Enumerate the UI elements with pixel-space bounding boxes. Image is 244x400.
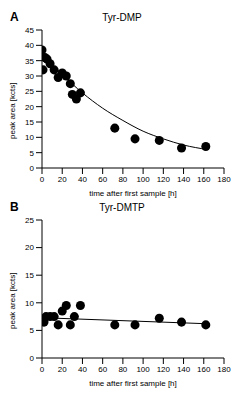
html-text:Tyr-DMP: Tyr-DMP <box>102 12 142 23</box>
svg-text:5: 5 <box>30 149 35 158</box>
svg-text:100: 100 <box>136 175 150 184</box>
svg-text:40: 40 <box>25 41 34 50</box>
svg-text:0: 0 <box>40 365 45 374</box>
svg-text:20: 20 <box>25 243 34 252</box>
svg-text:160: 160 <box>197 175 211 184</box>
svg-text:10: 10 <box>25 133 34 142</box>
svg-text:30: 30 <box>25 72 34 81</box>
html-text:Tyr-DMTP: Tyr-DMTP <box>99 202 145 213</box>
svg-text:60: 60 <box>98 365 107 374</box>
svg-text:5: 5 <box>30 326 35 335</box>
svg-text:peak area [kcts]: peak area [kcts] <box>8 83 17 139</box>
svg-text:0: 0 <box>30 164 35 173</box>
svg-text:80: 80 <box>118 175 127 184</box>
svg-text:20: 20 <box>58 365 67 374</box>
svg-text:160: 160 <box>197 365 211 374</box>
svg-text:25: 25 <box>25 216 34 225</box>
svg-text:peak area [kcts]: peak area [kcts] <box>8 273 17 329</box>
svg-text:0: 0 <box>40 175 45 184</box>
svg-text:40: 40 <box>78 365 87 374</box>
svg-text:80: 80 <box>118 365 127 374</box>
svg-text:20: 20 <box>25 103 34 112</box>
svg-text:140: 140 <box>177 175 191 184</box>
svg-text:0: 0 <box>30 354 35 363</box>
svg-text:60: 60 <box>98 175 107 184</box>
svg-text:time after first sample [h]: time after first sample [h] <box>89 379 177 388</box>
svg-text:100: 100 <box>136 365 150 374</box>
html-text:A: A <box>10 10 19 24</box>
svg-text:15: 15 <box>25 271 34 280</box>
svg-text:45: 45 <box>25 26 34 35</box>
svg-text:140: 140 <box>177 365 191 374</box>
svg-text:120: 120 <box>157 365 171 374</box>
svg-text:35: 35 <box>25 57 34 66</box>
svg-text:180: 180 <box>217 365 231 374</box>
svg-text:40: 40 <box>78 175 87 184</box>
svg-text:20: 20 <box>58 175 67 184</box>
svg-text:25: 25 <box>25 87 34 96</box>
svg-text:15: 15 <box>25 118 34 127</box>
svg-text:10: 10 <box>25 299 34 308</box>
svg-text:120: 120 <box>157 175 171 184</box>
html-text:B: B <box>10 200 19 214</box>
svg-text:time after first sample [h]: time after first sample [h] <box>89 189 177 198</box>
svg-text:180: 180 <box>217 175 231 184</box>
